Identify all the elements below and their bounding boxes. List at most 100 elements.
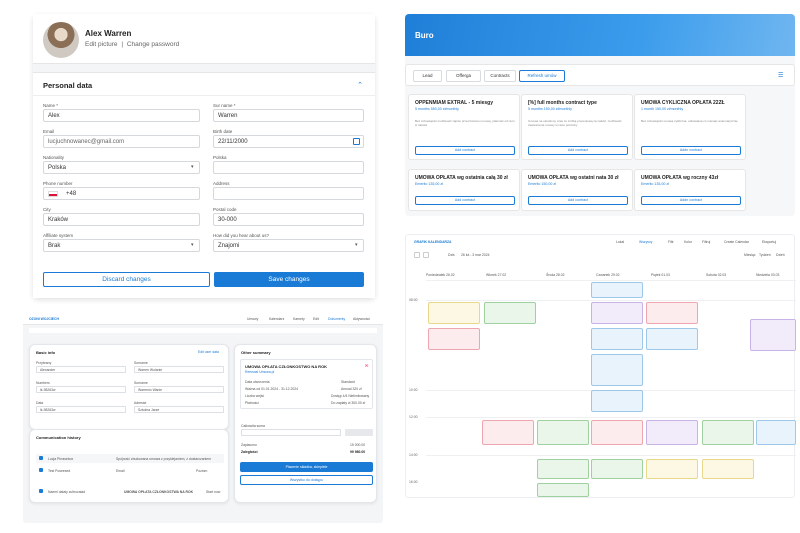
address-field[interactable]: Szkolna Jarze [134, 406, 224, 413]
calendar-event[interactable] [428, 328, 480, 350]
date-range[interactable]: 26 lut - 3 mar 2024 [461, 253, 490, 257]
payment-apply-button[interactable] [345, 429, 373, 436]
chevron-right-icon[interactable] [423, 252, 429, 258]
edit-picture-link[interactable]: Edit picture [85, 41, 118, 48]
calendar-event[interactable] [484, 302, 536, 324]
mail-icon[interactable]: ✉ [365, 363, 369, 368]
offer-title: [%] full months contract type [528, 100, 597, 106]
phone-input[interactable]: +48 [43, 187, 200, 200]
calendar-event[interactable] [591, 328, 643, 350]
toolbar-item[interactable]: Eksportuj [762, 240, 777, 244]
nav-kalendarz[interactable]: Kalendarz [269, 317, 285, 321]
calendar-event[interactable] [537, 483, 589, 497]
comm-row[interactable]: Lucja Phrasebox Spójność zbudowana umowa… [36, 454, 224, 463]
offer-card: OPPENMIAM EXTRAL - 5 miesgy 5 months 550… [408, 94, 520, 160]
checkbox-icon[interactable] [39, 468, 43, 472]
calendar-event[interactable] [591, 302, 643, 324]
number-field[interactable]: lk-98263w [36, 386, 126, 393]
chevron-up-icon[interactable]: ⌃ [357, 82, 363, 89]
calendar-event[interactable] [702, 459, 754, 479]
nav-umowy[interactable]: Umowy [247, 317, 259, 321]
contract-sub: Renewal Umowa.pl [245, 370, 275, 374]
add-contract-button[interactable]: Add contract [528, 146, 628, 155]
add-contract-button[interactable]: Addn contract [641, 196, 741, 205]
primary-action-button[interactable]: Płacenie składka, sklepiele [240, 462, 373, 472]
chevron-left-icon[interactable] [414, 252, 420, 258]
toolbar-item[interactable]: Filtruj [702, 240, 711, 244]
today-button[interactable]: Dziś [448, 253, 455, 257]
edit-user-link[interactable]: Edit user data [198, 350, 219, 354]
data-field[interactable]: lk-98263w [36, 406, 126, 413]
offer-button[interactable]: Offerga [446, 70, 481, 82]
calendar-event[interactable] [537, 420, 589, 445]
postal-code-input[interactable]: 30-000 [213, 213, 364, 226]
calendar-event[interactable] [646, 328, 698, 350]
change-password-link[interactable]: Change password [126, 41, 180, 48]
lead-button[interactable]: Lead [413, 70, 442, 82]
contracts-button[interactable]: Contracts [484, 70, 516, 82]
email-field[interactable]: lucjuchnowanec@gmail.com [43, 135, 200, 148]
referral-select[interactable]: Znajomi [213, 239, 364, 252]
name-input[interactable]: Alex [43, 109, 200, 122]
surname-alt-field[interactable]: Warrenio Wanie [134, 386, 224, 393]
comm-extra[interactable]: Start now [206, 490, 221, 494]
add-contract-button[interactable]: Add contract [528, 196, 628, 205]
calendar-icon[interactable] [353, 138, 360, 145]
checkbox-icon[interactable] [39, 489, 43, 493]
calendar-event[interactable] [591, 282, 643, 298]
first-name-field[interactable]: Alexander [36, 366, 126, 373]
calendar-event[interactable] [750, 319, 796, 351]
toolbar-item[interactable]: Lokal [616, 240, 625, 244]
view-week[interactable]: Tydzień [759, 253, 771, 257]
birth-date-input[interactable]: 22/11/2000 [213, 135, 364, 148]
save-changes-button[interactable]: Save changes [214, 272, 364, 287]
payment-input[interactable] [241, 429, 341, 436]
toolbar-item[interactable]: Kolor [684, 240, 692, 244]
calendar-event[interactable] [646, 459, 698, 479]
calendar-event[interactable] [591, 390, 643, 412]
nav-aktywnosci[interactable]: Aktywności [353, 317, 370, 321]
address-input[interactable] [213, 187, 364, 200]
field-value: lk-98263w [40, 388, 56, 392]
calendar-event[interactable] [591, 420, 643, 445]
grid-line [426, 417, 796, 418]
country-input[interactable] [213, 161, 364, 174]
discard-changes-button[interactable]: Discard changes [43, 272, 210, 287]
refresh-button[interactable]: Refresh umów [519, 70, 565, 82]
secondary-action-button[interactable]: Wszystko do dostępu [240, 475, 373, 485]
calendar-event[interactable] [591, 354, 643, 386]
add-contract-button[interactable]: Addn contract [641, 146, 741, 155]
view-month[interactable]: Miesiąc [744, 253, 756, 257]
nationality-select[interactable]: Polska [43, 161, 200, 174]
toolbar-item[interactable]: Wszyscy [639, 240, 653, 244]
calendar-event[interactable] [646, 302, 698, 324]
calendar-event[interactable] [537, 459, 589, 479]
nav-dokumenty[interactable]: Dokumenty [328, 317, 346, 321]
view-day[interactable]: Dzień [776, 253, 785, 257]
add-contract-button[interactable]: Add contract [415, 196, 515, 205]
city-input[interactable]: Kraków [43, 213, 200, 226]
avatar[interactable] [43, 22, 79, 58]
checkbox-icon[interactable] [39, 456, 43, 460]
nav-edit[interactable]: Edit [313, 317, 319, 321]
payment-label: Całkowita suma [241, 424, 265, 428]
comm-row[interactable]: Naeml dataly zultrozalad UMOWA OPŁATA CZ… [36, 487, 224, 496]
menu-icon[interactable]: ☰ [778, 73, 784, 79]
nav-karnety[interactable]: Karnety [293, 317, 305, 321]
affiliate-select[interactable]: Brak [43, 239, 200, 252]
toolbar-item[interactable]: Filtr [668, 240, 674, 244]
calendar-event[interactable] [428, 302, 480, 324]
calendar-event[interactable] [591, 459, 643, 479]
toolbar-item[interactable]: Create Calendar [724, 240, 749, 244]
surname-input[interactable]: Warren [213, 109, 364, 122]
poland-flag-icon[interactable] [48, 191, 58, 197]
field-label: Surname [134, 381, 148, 385]
surname-field[interactable]: Warren Wolanie [134, 366, 224, 373]
comm-row[interactable]: Test Poseesed Email Poziom [36, 466, 224, 475]
offer-description: Bez zobowiązań umowa cykliczna, odnawian… [641, 119, 738, 123]
add-contract-button[interactable]: Add contract [415, 146, 515, 155]
calendar-event[interactable] [702, 420, 754, 445]
calendar-event[interactable] [482, 420, 534, 445]
calendar-event[interactable] [646, 420, 698, 445]
calendar-event[interactable] [756, 420, 796, 445]
